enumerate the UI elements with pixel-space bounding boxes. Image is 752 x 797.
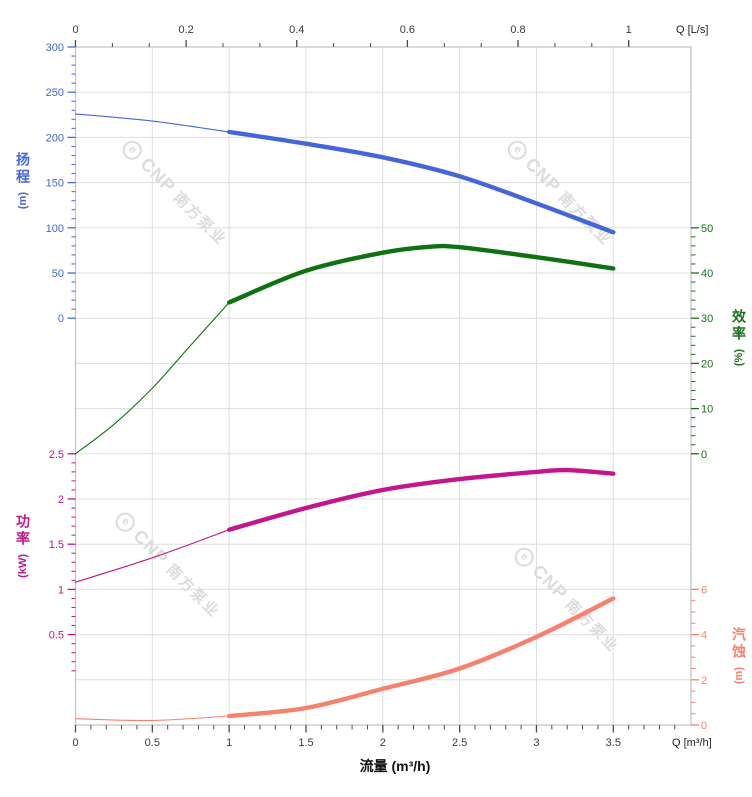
svg-text:0.6: 0.6: [400, 24, 415, 36]
svg-text:0: 0: [58, 313, 64, 325]
axis-title-efficiency: 效率 (%): [726, 309, 752, 366]
svg-text:3: 3: [533, 737, 539, 749]
svg-text:1: 1: [226, 737, 232, 749]
svg-text:300: 300: [46, 42, 64, 54]
svg-text:1: 1: [58, 584, 64, 596]
svg-text:0: 0: [701, 449, 707, 461]
power-curve: [227, 467, 616, 532]
svg-text:250: 250: [46, 87, 64, 99]
svg-text:0.2: 0.2: [178, 24, 193, 36]
efficiency-axis-label: 效率: [731, 309, 747, 343]
svg-text:0: 0: [72, 24, 78, 36]
svg-text:0.5: 0.5: [145, 737, 160, 749]
curves: [74, 113, 616, 722]
svg-text:10: 10: [701, 404, 713, 416]
svg-text:2.5: 2.5: [452, 737, 467, 749]
tick-labels: 0 0.5 1 1.5 2 2.5 3 3.5 Q [m³/h] 0 0.2 0.4 0.6 0.8 1 Q …: [46, 24, 714, 749]
svg-text:Q [L/s]: Q [L/s]: [676, 24, 708, 36]
npsh-curve: [227, 596, 616, 719]
axis-title-power: 功率 (kW): [10, 514, 36, 578]
svg-text:3.5: 3.5: [606, 737, 621, 749]
svg-text:0: 0: [701, 720, 707, 732]
svg-text:0.4: 0.4: [289, 24, 304, 36]
svg-text:2: 2: [58, 494, 64, 506]
efficiency-curve: [74, 301, 230, 455]
axis-ticks: [67, 40, 699, 733]
svg-text:1.5: 1.5: [49, 539, 64, 551]
svg-text:200: 200: [46, 132, 64, 144]
head-axis-label: 扬程: [15, 152, 31, 186]
svg-text:0.8: 0.8: [510, 24, 525, 36]
efficiency-curve: [227, 243, 616, 305]
x-axis-title: 流量 (m³/h): [359, 758, 431, 774]
head-curve: [227, 129, 616, 235]
svg-text:6: 6: [701, 584, 707, 596]
npsh-axis-unit: (m): [733, 667, 745, 685]
svg-text:2: 2: [701, 675, 707, 687]
axis-title-npsh: 汽蚀 (m): [726, 627, 752, 684]
power-axis-label: 功率: [15, 514, 31, 548]
head-axis-unit: (m): [17, 192, 29, 210]
head-curve: [74, 113, 230, 133]
svg-text:0: 0: [72, 737, 78, 749]
axis-title-head: 扬程 (m): [10, 152, 36, 209]
svg-text:40: 40: [701, 268, 713, 280]
svg-text:1: 1: [626, 24, 632, 36]
svg-text:30: 30: [701, 313, 713, 325]
svg-text:2: 2: [380, 737, 386, 749]
svg-text:1.5: 1.5: [298, 737, 313, 749]
power-axis-unit: (kW): [17, 554, 29, 578]
svg-text:4: 4: [701, 630, 707, 642]
svg-text:2.5: 2.5: [49, 449, 64, 461]
efficiency-axis-unit: (%): [733, 349, 745, 367]
svg-text:150: 150: [46, 178, 64, 190]
svg-text:0.5: 0.5: [49, 630, 64, 642]
svg-text:50: 50: [701, 223, 713, 235]
power-curve: [74, 529, 230, 583]
npsh-axis-label: 汽蚀: [731, 627, 747, 661]
svg-text:20: 20: [701, 358, 713, 370]
npsh-curve: [74, 715, 230, 722]
svg-text:100: 100: [46, 223, 64, 235]
gridlines: [74, 46, 692, 726]
svg-text:50: 50: [52, 268, 64, 280]
svg-text:Q [m³/h]: Q [m³/h]: [672, 737, 712, 749]
